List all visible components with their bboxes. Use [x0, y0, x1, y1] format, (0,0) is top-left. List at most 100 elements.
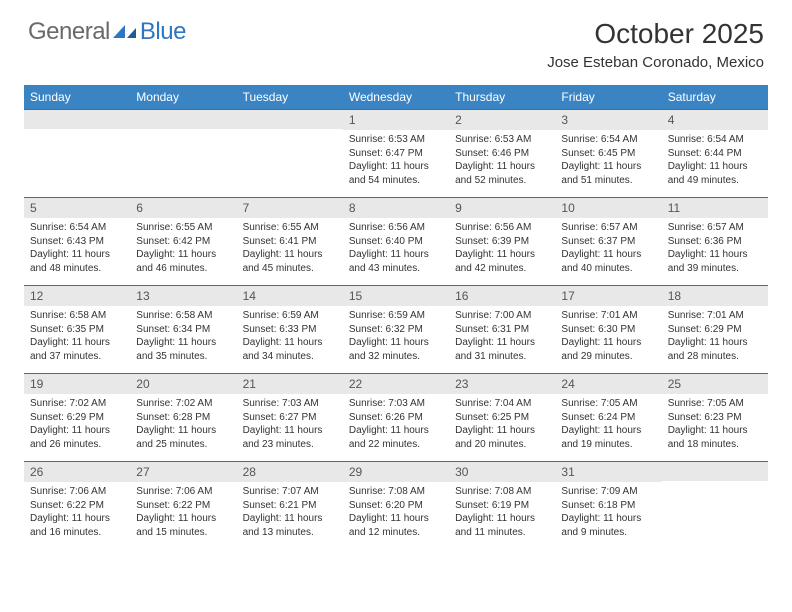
day-number: 15: [343, 286, 449, 306]
day-line-dl1: Daylight: 11 hours: [136, 424, 230, 438]
day-line-dl1: Daylight: 11 hours: [668, 424, 762, 438]
weekday-tuesday: Tuesday: [237, 85, 343, 110]
day-number: 31: [555, 462, 661, 482]
calendar-body: 1Sunrise: 6:53 AMSunset: 6:47 PMDaylight…: [24, 110, 768, 550]
day-line-dl1: Daylight: 11 hours: [561, 512, 655, 526]
day-number: 8: [343, 198, 449, 218]
day-line-ss: Sunset: 6:29 PM: [30, 411, 124, 425]
day-line-dl2: and 11 minutes.: [455, 526, 549, 540]
day-cell: 1Sunrise: 6:53 AMSunset: 6:47 PMDaylight…: [343, 110, 449, 198]
day-number: 22: [343, 374, 449, 394]
day-line-dl1: Daylight: 11 hours: [30, 336, 124, 350]
day-details: Sunrise: 6:59 AMSunset: 6:33 PMDaylight:…: [237, 306, 343, 367]
day-number: 25: [662, 374, 768, 394]
day-cell: 17Sunrise: 7:01 AMSunset: 6:30 PMDayligh…: [555, 286, 661, 374]
day-line-dl1: Daylight: 11 hours: [243, 336, 337, 350]
day-line-dl1: Daylight: 11 hours: [455, 424, 549, 438]
day-number: 28: [237, 462, 343, 482]
empty-day: [24, 110, 130, 129]
day-line-dl1: Daylight: 11 hours: [136, 248, 230, 262]
day-line-ss: Sunset: 6:31 PM: [455, 323, 549, 337]
day-line-sr: Sunrise: 6:53 AM: [455, 133, 549, 147]
day-line-dl1: Daylight: 11 hours: [455, 336, 549, 350]
day-line-dl1: Daylight: 11 hours: [349, 248, 443, 262]
day-line-dl1: Daylight: 11 hours: [668, 336, 762, 350]
day-line-ss: Sunset: 6:25 PM: [455, 411, 549, 425]
day-line-sr: Sunrise: 7:01 AM: [668, 309, 762, 323]
day-line-dl1: Daylight: 11 hours: [455, 248, 549, 262]
day-line-dl1: Daylight: 11 hours: [243, 512, 337, 526]
day-line-ss: Sunset: 6:26 PM: [349, 411, 443, 425]
day-line-ss: Sunset: 6:42 PM: [136, 235, 230, 249]
day-details: Sunrise: 6:57 AMSunset: 6:36 PMDaylight:…: [662, 218, 768, 279]
weekday-thursday: Thursday: [449, 85, 555, 110]
day-cell: 13Sunrise: 6:58 AMSunset: 6:34 PMDayligh…: [130, 286, 236, 374]
day-line-dl2: and 37 minutes.: [30, 350, 124, 364]
day-cell: 10Sunrise: 6:57 AMSunset: 6:37 PMDayligh…: [555, 198, 661, 286]
day-cell: 11Sunrise: 6:57 AMSunset: 6:36 PMDayligh…: [662, 198, 768, 286]
day-line-dl2: and 20 minutes.: [455, 438, 549, 452]
week-row: 1Sunrise: 6:53 AMSunset: 6:47 PMDaylight…: [24, 110, 768, 198]
week-row: 19Sunrise: 7:02 AMSunset: 6:29 PMDayligh…: [24, 374, 768, 462]
day-details: Sunrise: 6:53 AMSunset: 6:46 PMDaylight:…: [449, 130, 555, 191]
day-cell: 2Sunrise: 6:53 AMSunset: 6:46 PMDaylight…: [449, 110, 555, 198]
day-line-sr: Sunrise: 7:08 AM: [455, 485, 549, 499]
day-number: 24: [555, 374, 661, 394]
day-line-sr: Sunrise: 6:59 AM: [243, 309, 337, 323]
day-line-dl2: and 43 minutes.: [349, 262, 443, 276]
day-details: Sunrise: 6:58 AMSunset: 6:34 PMDaylight:…: [130, 306, 236, 367]
day-line-dl2: and 42 minutes.: [455, 262, 549, 276]
day-details: Sunrise: 6:56 AMSunset: 6:40 PMDaylight:…: [343, 218, 449, 279]
day-line-sr: Sunrise: 6:56 AM: [349, 221, 443, 235]
day-details: Sunrise: 7:00 AMSunset: 6:31 PMDaylight:…: [449, 306, 555, 367]
day-line-dl1: Daylight: 11 hours: [349, 512, 443, 526]
day-line-ss: Sunset: 6:19 PM: [455, 499, 549, 513]
day-details: Sunrise: 7:01 AMSunset: 6:30 PMDaylight:…: [555, 306, 661, 367]
day-number: 19: [24, 374, 130, 394]
day-line-dl1: Daylight: 11 hours: [30, 248, 124, 262]
day-line-dl1: Daylight: 11 hours: [561, 424, 655, 438]
day-line-sr: Sunrise: 7:05 AM: [668, 397, 762, 411]
day-number: 9: [449, 198, 555, 218]
day-details: Sunrise: 7:05 AMSunset: 6:24 PMDaylight:…: [555, 394, 661, 455]
day-cell: 9Sunrise: 6:56 AMSunset: 6:39 PMDaylight…: [449, 198, 555, 286]
day-cell: 19Sunrise: 7:02 AMSunset: 6:29 PMDayligh…: [24, 374, 130, 462]
day-line-dl2: and 12 minutes.: [349, 526, 443, 540]
day-cell: 21Sunrise: 7:03 AMSunset: 6:27 PMDayligh…: [237, 374, 343, 462]
day-line-dl2: and 46 minutes.: [136, 262, 230, 276]
day-line-sr: Sunrise: 6:57 AM: [561, 221, 655, 235]
day-line-sr: Sunrise: 7:00 AM: [455, 309, 549, 323]
day-line-sr: Sunrise: 7:03 AM: [349, 397, 443, 411]
day-line-sr: Sunrise: 7:05 AM: [561, 397, 655, 411]
day-line-sr: Sunrise: 6:54 AM: [668, 133, 762, 147]
day-line-ss: Sunset: 6:29 PM: [668, 323, 762, 337]
day-line-sr: Sunrise: 7:06 AM: [30, 485, 124, 499]
day-line-sr: Sunrise: 6:55 AM: [243, 221, 337, 235]
day-number: 1: [343, 110, 449, 130]
month-title: October 2025: [547, 18, 764, 50]
day-details: Sunrise: 7:06 AMSunset: 6:22 PMDaylight:…: [130, 482, 236, 543]
day-cell: 28Sunrise: 7:07 AMSunset: 6:21 PMDayligh…: [237, 462, 343, 550]
day-details: Sunrise: 7:09 AMSunset: 6:18 PMDaylight:…: [555, 482, 661, 543]
day-details: Sunrise: 7:02 AMSunset: 6:29 PMDaylight:…: [24, 394, 130, 455]
day-line-dl2: and 13 minutes.: [243, 526, 337, 540]
day-cell: 7Sunrise: 6:55 AMSunset: 6:41 PMDaylight…: [237, 198, 343, 286]
day-line-dl1: Daylight: 11 hours: [455, 512, 549, 526]
day-line-ss: Sunset: 6:24 PM: [561, 411, 655, 425]
day-line-dl2: and 48 minutes.: [30, 262, 124, 276]
empty-day: [237, 110, 343, 129]
day-line-dl2: and 40 minutes.: [561, 262, 655, 276]
day-number: 10: [555, 198, 661, 218]
day-line-dl2: and 45 minutes.: [243, 262, 337, 276]
day-line-ss: Sunset: 6:22 PM: [30, 499, 124, 513]
day-cell: [237, 110, 343, 198]
day-cell: 14Sunrise: 6:59 AMSunset: 6:33 PMDayligh…: [237, 286, 343, 374]
day-details: Sunrise: 6:54 AMSunset: 6:43 PMDaylight:…: [24, 218, 130, 279]
day-line-dl1: Daylight: 11 hours: [243, 248, 337, 262]
day-number: 26: [24, 462, 130, 482]
day-line-dl2: and 9 minutes.: [561, 526, 655, 540]
day-cell: 16Sunrise: 7:00 AMSunset: 6:31 PMDayligh…: [449, 286, 555, 374]
day-line-dl2: and 23 minutes.: [243, 438, 337, 452]
day-line-sr: Sunrise: 7:01 AM: [561, 309, 655, 323]
day-number: 3: [555, 110, 661, 130]
